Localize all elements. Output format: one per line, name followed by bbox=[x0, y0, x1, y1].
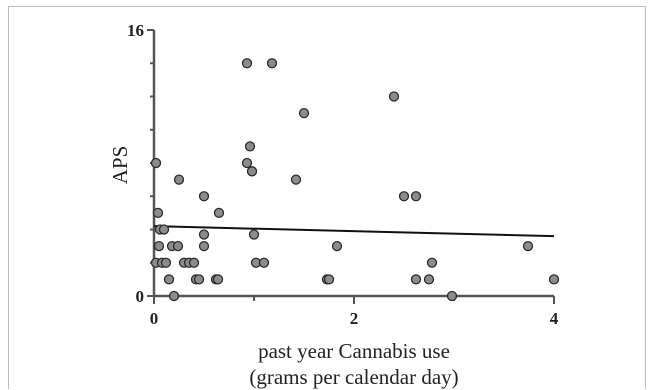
data-point bbox=[163, 274, 175, 285]
data-point bbox=[188, 257, 200, 268]
y-axis-title: APS bbox=[108, 146, 132, 185]
data-point bbox=[446, 290, 458, 302]
data-point bbox=[398, 191, 410, 202]
x-tick-label: 0 bbox=[150, 309, 159, 328]
data-point bbox=[331, 240, 343, 252]
trendline bbox=[153, 225, 555, 238]
trendline-layer bbox=[153, 225, 555, 238]
data-point bbox=[266, 58, 278, 69]
data-point bbox=[423, 274, 435, 285]
data-point bbox=[244, 141, 256, 152]
data-point bbox=[213, 207, 225, 219]
tick-labels: 0 16 0 2 4 bbox=[127, 21, 559, 328]
data-point bbox=[426, 257, 438, 268]
data-point bbox=[152, 207, 164, 219]
data-point bbox=[388, 91, 400, 102]
x-axis-title-line2: (grams per calendar day) bbox=[249, 365, 458, 389]
data-point bbox=[172, 240, 184, 252]
figure-frame bbox=[8, 6, 646, 389]
data-point bbox=[150, 157, 162, 169]
data-point bbox=[212, 274, 224, 285]
data-point bbox=[246, 166, 258, 177]
x-tick-label: 4 bbox=[550, 309, 559, 328]
data-point bbox=[160, 257, 172, 268]
data-point bbox=[410, 274, 422, 285]
data-point bbox=[258, 257, 270, 268]
data-point bbox=[410, 191, 422, 202]
data-point bbox=[193, 274, 205, 285]
data-point bbox=[298, 107, 310, 119]
x-axis-title-line1: past year Cannabis use bbox=[258, 339, 450, 363]
data-point bbox=[522, 240, 534, 252]
data-point bbox=[153, 240, 165, 252]
data-points bbox=[150, 58, 560, 302]
data-point bbox=[158, 224, 170, 235]
data-point bbox=[241, 58, 253, 69]
y-tick-label: 16 bbox=[127, 21, 144, 40]
data-point bbox=[248, 229, 260, 240]
data-point bbox=[198, 191, 210, 202]
data-point bbox=[323, 274, 335, 285]
data-point bbox=[168, 290, 180, 302]
data-point bbox=[198, 229, 210, 240]
y-tick-label: 0 bbox=[136, 287, 145, 306]
data-point bbox=[173, 174, 185, 185]
data-point bbox=[198, 240, 210, 252]
data-point bbox=[548, 274, 560, 285]
x-tick-label: 2 bbox=[350, 309, 359, 328]
data-point bbox=[290, 174, 302, 185]
data-point bbox=[241, 157, 253, 169]
axes bbox=[147, 29, 555, 304]
